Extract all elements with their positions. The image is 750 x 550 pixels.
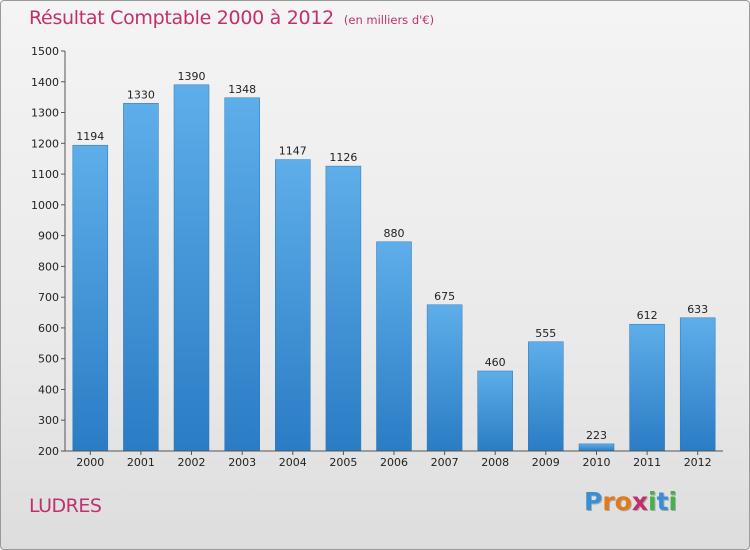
data-label-2006: 880 [384, 227, 405, 240]
y-tick-label-400: 400 [38, 384, 59, 397]
y-tick-label-500: 500 [38, 353, 59, 366]
data-label-2005: 1126 [329, 151, 357, 164]
logo-letter-1: r [602, 487, 615, 516]
data-label-2008: 460 [485, 356, 506, 369]
logo-letter-5: t [656, 487, 669, 516]
bar-2009 [528, 341, 564, 452]
data-label-2007: 675 [434, 290, 455, 303]
bar-2005 [325, 165, 362, 452]
x-tick-label-2008: 2008 [481, 456, 509, 469]
bar-chart: 1194200013302001139020021348200311472004… [31, 45, 723, 469]
bar-2007 [426, 304, 463, 452]
bar-2003 [224, 97, 260, 452]
y-tick-label-1000: 1000 [31, 199, 59, 212]
chart-subtitle: (en milliers d'€) [343, 13, 435, 27]
bar-2008 [477, 370, 513, 452]
bar-2010 [578, 443, 615, 452]
bar-2011 [629, 323, 665, 452]
commune-name: LUDRES [29, 495, 102, 517]
bar-2012 [679, 317, 716, 452]
bar-2006 [376, 241, 412, 452]
data-label-2009: 555 [535, 327, 556, 340]
x-tick-label-2007: 2007 [431, 456, 459, 469]
bar-2000 [72, 144, 109, 452]
logo-letter-3: x [631, 487, 648, 516]
y-tick-label-700: 700 [38, 291, 59, 304]
y-tick-label-900: 900 [38, 230, 59, 243]
x-tick-label-2009: 2009 [532, 456, 560, 469]
y-tick-label-1500: 1500 [31, 45, 59, 58]
y-tick-label-600: 600 [38, 322, 59, 335]
data-label-2003: 1348 [228, 83, 256, 96]
x-tick-label-2000: 2000 [76, 456, 104, 469]
title-row: Résultat Comptable 2000 à 2012 (en millie… [29, 7, 434, 29]
y-tick-label-300: 300 [38, 414, 59, 427]
bar-2001 [123, 103, 159, 452]
data-label-2012: 633 [687, 303, 708, 316]
y-tick-label-800: 800 [38, 260, 59, 273]
x-tick-label-2002: 2002 [178, 456, 206, 469]
bar-2002 [173, 84, 210, 452]
data-label-2010: 223 [586, 429, 607, 442]
x-tick-label-2003: 2003 [228, 456, 256, 469]
x-tick-label-2011: 2011 [633, 456, 661, 469]
y-tick-label-1300: 1300 [31, 107, 59, 120]
logo-letter-4: i [648, 487, 657, 516]
bar-2004 [275, 159, 311, 452]
data-label-2000: 1194 [76, 130, 104, 143]
x-tick-label-2004: 2004 [279, 456, 307, 469]
x-tick-label-2012: 2012 [684, 456, 712, 469]
y-tick-label-1100: 1100 [31, 168, 59, 181]
proxiti-logo[interactable]: Proxiti [584, 487, 677, 516]
x-tick-label-2010: 2010 [583, 456, 611, 469]
data-label-2004: 1147 [279, 145, 307, 158]
logo-letter-0: P [584, 487, 603, 516]
x-tick-label-2001: 2001 [127, 456, 155, 469]
x-tick-label-2005: 2005 [329, 456, 357, 469]
y-tick-label-200: 200 [38, 445, 59, 458]
y-tick-label-1200: 1200 [31, 137, 59, 150]
chart-title: Résultat Comptable 2000 à 2012 [29, 7, 334, 29]
y-tick-label-1400: 1400 [31, 76, 59, 89]
logo-letter-6: i [668, 487, 678, 516]
data-label-2001: 1330 [127, 88, 155, 101]
axes-layer [61, 50, 723, 455]
logo-letter-2: o [614, 487, 632, 516]
data-label-2011: 612 [637, 309, 658, 322]
data-label-2002: 1390 [178, 70, 206, 83]
bars-layer [72, 84, 716, 452]
x-tick-label-2006: 2006 [380, 456, 408, 469]
labels-layer: 1194200013302001139020021348200311472004… [31, 45, 712, 469]
